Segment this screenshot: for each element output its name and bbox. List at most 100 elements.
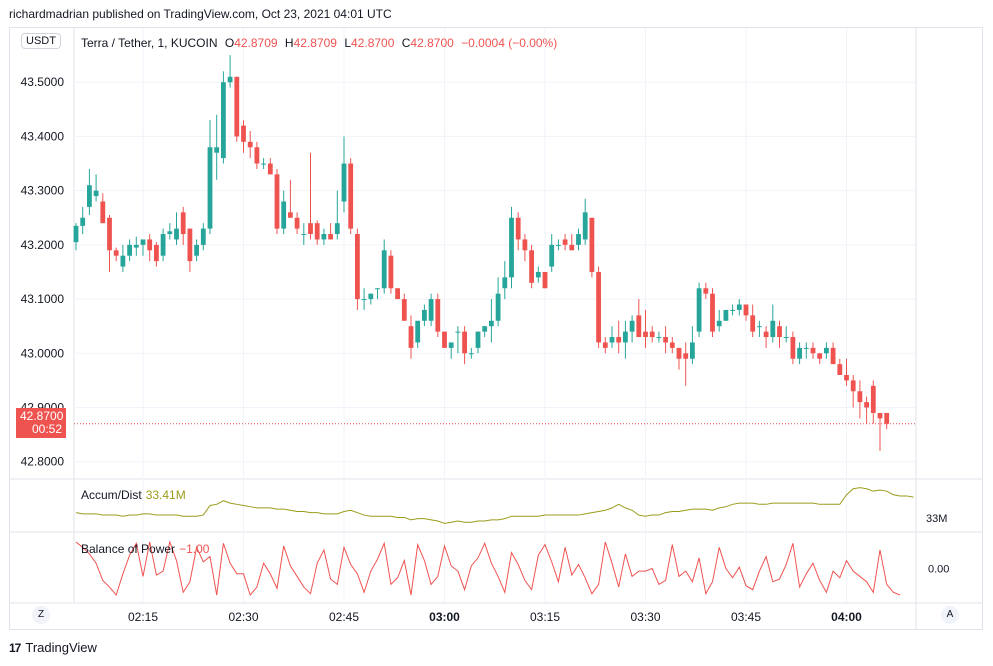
candle xyxy=(710,288,715,338)
accum-dist-series-line xyxy=(75,487,914,524)
footer-branding: 17 TradingView xyxy=(9,640,97,655)
candle xyxy=(355,228,360,310)
candle xyxy=(133,236,139,256)
candle xyxy=(234,76,240,142)
candle xyxy=(676,347,682,370)
candle xyxy=(401,293,407,321)
candle xyxy=(844,358,849,386)
candle xyxy=(87,168,92,216)
candle xyxy=(334,190,340,240)
y-tick-label: 43.0000 xyxy=(21,346,65,360)
candle xyxy=(582,198,588,245)
candle xyxy=(495,277,501,327)
x-tick-label: 03:00 xyxy=(429,610,460,624)
candle xyxy=(314,220,320,245)
candle xyxy=(301,223,307,245)
candle xyxy=(468,347,474,359)
candle xyxy=(80,206,86,235)
candle xyxy=(147,234,153,262)
candle xyxy=(730,304,735,316)
chart-frame[interactable] xyxy=(9,27,983,630)
candle xyxy=(736,299,742,316)
candle xyxy=(716,309,722,332)
y-tick-label: 43.4000 xyxy=(21,129,65,143)
candle xyxy=(475,331,481,354)
candle xyxy=(790,331,796,365)
accum-dist-legend[interactable]: Accum/Dist 33.41M xyxy=(81,488,186,502)
candle xyxy=(549,234,555,272)
candle xyxy=(448,342,454,359)
candle xyxy=(777,320,782,348)
candle xyxy=(187,228,193,272)
last-price-tag: 42.8700 00:52 xyxy=(16,408,66,438)
open-label: O xyxy=(224,36,235,50)
candle xyxy=(803,342,809,359)
candle xyxy=(140,239,146,256)
candle xyxy=(174,212,179,245)
candle xyxy=(783,326,789,343)
candle xyxy=(696,282,702,338)
x-tick-label: 03:30 xyxy=(630,610,660,624)
x-tick-label: 02:45 xyxy=(329,610,359,624)
candle xyxy=(214,114,220,180)
candle xyxy=(422,304,427,327)
candle xyxy=(535,266,541,283)
candle xyxy=(100,193,106,224)
candle xyxy=(797,342,802,365)
candle xyxy=(294,212,300,235)
candle xyxy=(221,71,226,164)
candle xyxy=(462,326,467,365)
candle xyxy=(395,288,400,300)
candle xyxy=(562,234,568,251)
footer-brand-text: TradingView xyxy=(25,640,97,655)
candle xyxy=(529,244,534,289)
candle xyxy=(442,331,447,348)
y-tick-label: 42.8000 xyxy=(21,455,65,469)
currency-unit-badge[interactable]: USDT xyxy=(21,33,61,49)
candle xyxy=(241,120,246,153)
x-tick-label: 02:30 xyxy=(228,610,258,624)
candle xyxy=(609,326,615,348)
x-tick-label: 03:15 xyxy=(530,610,560,624)
bop-value: −1.00 xyxy=(179,542,210,556)
candle xyxy=(556,239,561,251)
candle xyxy=(321,228,327,245)
bar-countdown: 00:52 xyxy=(31,422,62,436)
candle xyxy=(227,55,233,88)
candle xyxy=(381,239,387,294)
candle xyxy=(502,261,508,300)
candle xyxy=(602,337,608,354)
close-label: C xyxy=(401,36,411,50)
candle xyxy=(576,228,581,251)
candle xyxy=(669,337,675,354)
candle xyxy=(348,158,354,235)
close-value: 42.8700 xyxy=(410,36,454,50)
bop-name: Balance of Power xyxy=(81,542,176,556)
low-value: 42.8700 xyxy=(351,36,395,50)
candle xyxy=(361,288,367,310)
candle xyxy=(817,353,823,365)
candle xyxy=(288,179,293,218)
candle xyxy=(522,234,528,262)
candle xyxy=(489,299,494,343)
zoom-button[interactable]: Z xyxy=(32,606,50,624)
candle xyxy=(127,239,132,262)
high-label: H xyxy=(284,36,294,50)
candle xyxy=(375,288,380,300)
candle xyxy=(194,239,199,262)
open-value: 42.8709 xyxy=(234,36,278,50)
y-tick-label: 43.1000 xyxy=(21,292,65,306)
candle xyxy=(837,358,843,375)
candle xyxy=(830,342,836,365)
candle xyxy=(107,215,112,272)
candle xyxy=(515,212,521,251)
candle xyxy=(281,190,287,235)
candle xyxy=(207,120,213,235)
candle xyxy=(703,282,709,300)
symbol-name: Terra / Tether, 1, KUCOIN xyxy=(81,36,218,50)
candle xyxy=(120,244,126,272)
bop-legend[interactable]: Balance of Power −1.00 xyxy=(81,542,209,556)
candle xyxy=(200,223,206,251)
auto-scale-button[interactable]: A xyxy=(941,606,959,624)
